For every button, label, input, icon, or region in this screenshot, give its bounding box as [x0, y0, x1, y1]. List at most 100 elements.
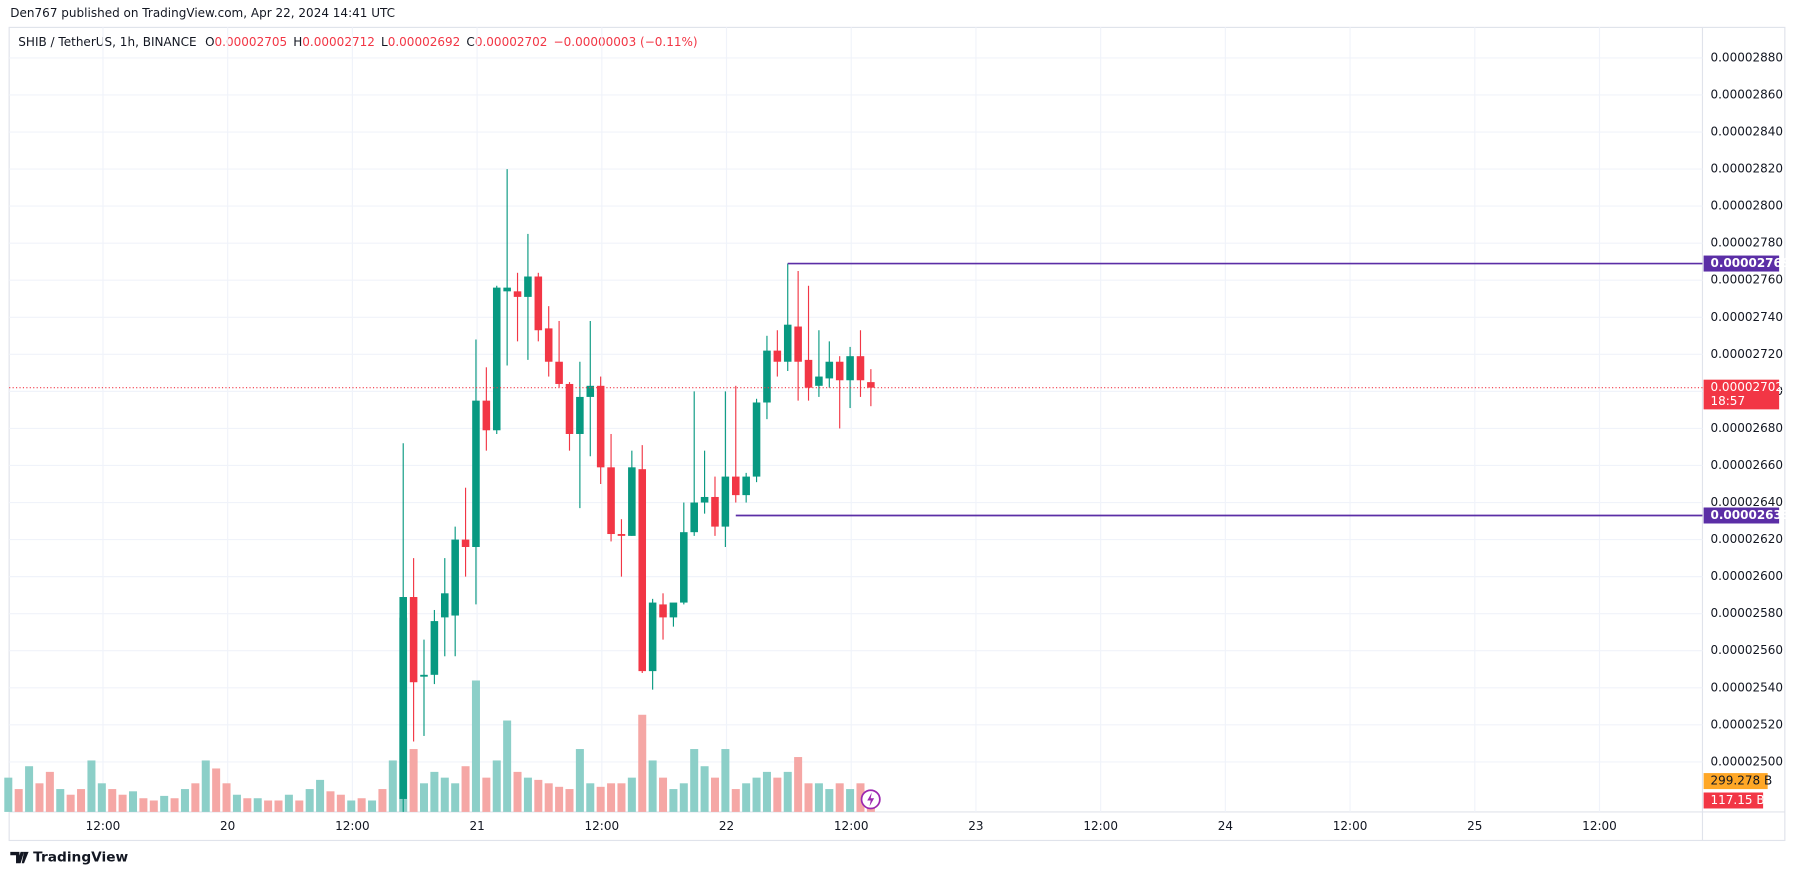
- volume-bar: [212, 768, 221, 812]
- volume-bar: [170, 798, 179, 812]
- close-label: C: [466, 35, 474, 49]
- volume-bar: [336, 794, 345, 812]
- candle-body: [461, 539, 470, 547]
- volume-bar: [575, 749, 584, 812]
- volume-bar: [4, 777, 13, 812]
- candle-body: [513, 291, 522, 297]
- plot: [4, 27, 1703, 812]
- last-volume-tag: [1703, 792, 1764, 809]
- y-tick-label: 0.00002680: [1710, 421, 1783, 435]
- candle-body: [773, 350, 782, 362]
- x-tick-label: 12:00: [1333, 819, 1368, 833]
- candle-body: [586, 385, 595, 397]
- volume-bar: [617, 783, 626, 812]
- candle-body: [659, 604, 667, 618]
- candle-body: [399, 597, 407, 799]
- volume-bar: [794, 757, 803, 812]
- volume-bar: [316, 779, 325, 812]
- y-tick-label: 0.00002660: [1710, 458, 1783, 472]
- candle-body: [815, 376, 823, 386]
- candle-body: [607, 467, 615, 535]
- candle-body: [721, 476, 730, 527]
- candle-body: [648, 602, 657, 672]
- low-value: 0.00002692: [388, 35, 461, 49]
- y-tick-label: 0.00002840: [1710, 125, 1783, 139]
- volume-bar: [555, 786, 564, 812]
- volume-bar: [679, 783, 688, 812]
- y-tick-label: 0.00002540: [1710, 680, 1783, 694]
- candle-body: [441, 593, 449, 618]
- y-tick-label: 0.00002720: [1710, 347, 1783, 361]
- change: −0.00000003 (−0.11%): [554, 35, 698, 49]
- candle-body: [804, 359, 813, 388]
- y-tick-label: 0.00002560: [1710, 643, 1783, 657]
- candle-body: [576, 396, 584, 434]
- legend: SHIB / TetherUS, 1h, BINANCE O0.00002705…: [18, 35, 697, 49]
- volume-bar: [149, 800, 158, 812]
- volume-bar: [710, 777, 719, 812]
- x-tick-label: 12:00: [1083, 819, 1118, 833]
- level-label: 0.00002633: [1710, 508, 1790, 522]
- volume-bar: [284, 794, 293, 812]
- volume-bar: [752, 777, 761, 812]
- volume-bar: [118, 794, 127, 812]
- volume-bar: [596, 786, 605, 812]
- candle-body: [680, 532, 688, 603]
- volume-bar: [814, 783, 823, 812]
- volume-bar: [56, 789, 65, 812]
- current-price-label: 0.00002702: [1710, 380, 1783, 394]
- candle-body: [420, 674, 428, 677]
- lightning-icon: [860, 789, 881, 810]
- volume-bar: [430, 771, 439, 812]
- y-tick-label: 0.00002520: [1710, 717, 1783, 731]
- candle-body: [731, 476, 740, 496]
- volume-bar: [201, 760, 210, 812]
- candle-body: [700, 496, 709, 503]
- candle-body: [794, 326, 802, 362]
- volume-bar: [659, 777, 668, 812]
- x-tick-label: 12:00: [834, 819, 869, 833]
- candle-body: [565, 383, 574, 434]
- volume-bar: [638, 714, 647, 812]
- volume-bar: [627, 777, 636, 812]
- volume-bar: [503, 720, 512, 812]
- volume-bar: [783, 771, 792, 812]
- x-tick-label: 23: [968, 819, 983, 833]
- high-label: H: [293, 35, 302, 49]
- level-label: 0.00002769: [1710, 256, 1790, 270]
- symbol: SHIB / TetherUS, 1h, BINANCE: [18, 35, 196, 49]
- close-value: 0.00002702: [475, 35, 548, 49]
- current-price-tag: [1703, 379, 1780, 410]
- candle-body: [783, 324, 792, 362]
- volume-bar: [565, 789, 574, 812]
- volume-bar: [35, 783, 44, 812]
- candle-body: [492, 287, 501, 431]
- candle-body: [669, 602, 678, 618]
- level-tag: [1703, 507, 1780, 524]
- candle-body: [628, 467, 636, 536]
- last-volume-label: 117.15 B: [1710, 793, 1764, 807]
- candle-body: [617, 534, 626, 536]
- volume-bar: [14, 789, 23, 812]
- candle-body: [690, 502, 698, 533]
- x-tick-label: 12:00: [585, 819, 620, 833]
- high-value: 0.00002712: [302, 35, 375, 49]
- candle-body: [752, 402, 761, 477]
- volume-bar: [648, 760, 657, 812]
- candle-body: [409, 597, 418, 683]
- volume-bar: [357, 798, 366, 812]
- y-tick-label: 0.00002800: [1710, 199, 1783, 213]
- volume-bar: [25, 766, 34, 812]
- volume-ma-label: 299.278 B: [1710, 774, 1772, 788]
- volume-bar: [97, 783, 106, 812]
- volume-bar: [544, 783, 553, 812]
- volume-bar: [326, 791, 335, 812]
- publisher: Den767 published on TradingView.com, Apr…: [10, 6, 395, 20]
- x-tick-label: 12:00: [335, 819, 370, 833]
- volume-bar: [66, 794, 75, 812]
- volume-bar: [742, 783, 751, 812]
- candle-body: [524, 276, 532, 297]
- volume-bar: [700, 766, 709, 812]
